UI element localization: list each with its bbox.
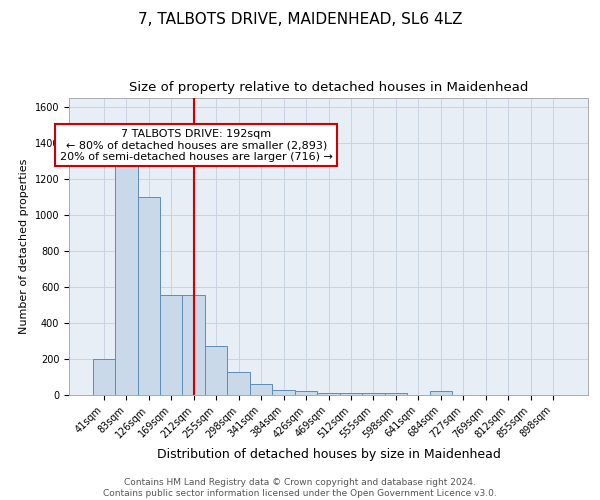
Bar: [272, 390, 295, 395]
Bar: [250, 384, 272, 395]
Bar: [362, 393, 385, 395]
Bar: [227, 372, 250, 395]
Bar: [385, 393, 407, 395]
Bar: [205, 346, 227, 395]
Bar: [115, 166, 137, 395]
Bar: [430, 392, 452, 395]
Bar: [317, 393, 340, 395]
Bar: [340, 393, 362, 395]
Y-axis label: Number of detached properties: Number of detached properties: [19, 158, 29, 334]
X-axis label: Distribution of detached houses by size in Maidenhead: Distribution of detached houses by size …: [157, 448, 500, 461]
Bar: [160, 295, 182, 395]
Bar: [182, 295, 205, 395]
Bar: [295, 392, 317, 395]
Bar: [92, 359, 115, 395]
Text: Contains HM Land Registry data © Crown copyright and database right 2024.
Contai: Contains HM Land Registry data © Crown c…: [103, 478, 497, 498]
Text: 7, TALBOTS DRIVE, MAIDENHEAD, SL6 4LZ: 7, TALBOTS DRIVE, MAIDENHEAD, SL6 4LZ: [138, 12, 462, 28]
Title: Size of property relative to detached houses in Maidenhead: Size of property relative to detached ho…: [129, 80, 528, 94]
Text: 7 TALBOTS DRIVE: 192sqm
← 80% of detached houses are smaller (2,893)
20% of semi: 7 TALBOTS DRIVE: 192sqm ← 80% of detache…: [60, 128, 332, 162]
Bar: [137, 196, 160, 395]
